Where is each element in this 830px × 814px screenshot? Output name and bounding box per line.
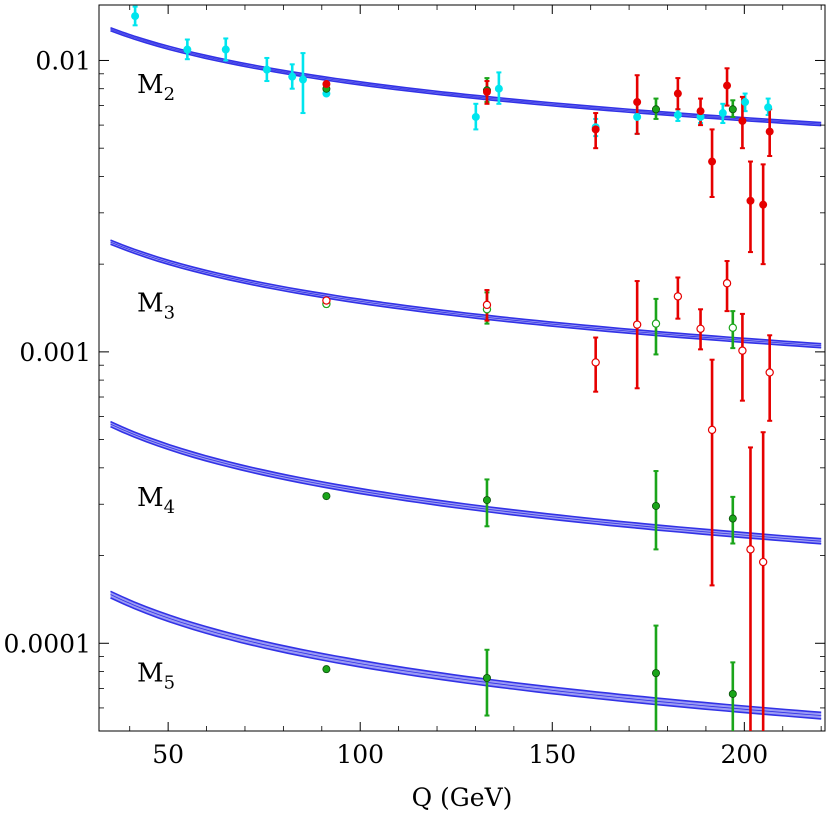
point-cyan-4 [288,72,297,81]
x-axis-title: Q (GeV) [412,783,513,812]
point-cyan-14 [741,98,750,107]
label-m5-subscript: 5 [164,672,175,693]
point-m3-red-2 [591,358,600,367]
band-upper-m5 [110,590,822,714]
point-m3-green-2 [651,319,661,328]
point-m4-green-0 [322,492,331,501]
point-cyan-11 [673,110,682,119]
y-tick-label-2: 0.0001 [4,629,91,658]
point-m3-red-4 [673,292,683,301]
point-m2-red-2 [591,125,600,134]
point-m2-red-1 [482,87,491,96]
point-cyan-10 [633,112,642,121]
point-m5-green-1 [482,674,491,683]
point-m2-red-10 [759,200,768,209]
point-m5-green-0 [322,665,331,674]
point-m2-green-2 [651,105,660,114]
point-m2-red-5 [696,107,705,116]
point-m3-red-3 [632,320,642,329]
point-m3-red-1 [482,300,492,310]
band-center-m5 [110,594,822,716]
y-tick-label-0: 0.01 [35,46,91,75]
data-points [131,12,774,698]
point-m2-red-3 [633,98,642,107]
point-m4-green-1 [482,496,491,505]
band-center-m4 [110,423,822,542]
band-upper-m3 [110,239,822,345]
point-m2-red-8 [738,116,747,125]
label-m4-subscript: 4 [164,497,175,518]
point-m3-red-0 [322,296,331,305]
x-axis-ticks: 50 100 150 200 [129,5,822,769]
point-m2-green-3 [728,105,737,114]
point-cyan-15 [764,103,773,112]
theory-bands [110,26,822,720]
band-upper-m4 [110,420,822,540]
point-cyan-5 [298,75,307,84]
point-m3-red-11 [765,368,774,377]
point-m3-red-9 [746,545,755,554]
point-cyan-0 [131,12,140,21]
band-lower-m5 [110,597,822,720]
point-m2-red-0 [322,80,331,89]
point-m3-red-5 [696,324,705,333]
x-tick-label-50: 50 [152,740,184,769]
point-cyan-13 [718,109,727,118]
point-m3-red-8 [738,346,747,355]
point-m4-green-3 [728,514,737,523]
band-center-m3 [110,241,822,347]
point-m4-green-2 [651,501,660,510]
point-m2-red-4 [673,89,682,98]
label-m2-subscript: 2 [164,84,175,105]
plot-frame [98,4,826,732]
point-m2-red-11 [765,127,774,136]
band-lower-m3 [110,243,822,349]
x-tick-label-150: 150 [528,740,576,769]
point-m5-green-2 [651,669,660,678]
x-tick-label-100: 100 [336,740,384,769]
point-m2-red-7 [723,81,732,90]
point-cyan-8 [494,84,503,93]
point-m2-red-9 [746,196,755,205]
point-m3-green-3 [728,323,738,332]
point-m3-red-6 [707,425,717,435]
band-lower-m4 [110,425,822,545]
point-m2-red-6 [708,157,717,166]
point-m5-green-3 [728,689,737,698]
point-m3-red-10 [758,557,768,567]
y-tick-label-1: 0.001 [19,338,91,367]
point-m3-red-7 [722,279,732,288]
y-axis-ticks: 0.01 0.001 0.0001 [4,46,825,732]
point-cyan-1 [183,45,192,54]
x-tick-label-200: 200 [720,740,768,769]
point-cyan-3 [262,65,271,74]
point-cyan-2 [221,45,230,54]
label-m3-subscript: 3 [164,302,175,323]
point-cyan-7 [471,112,480,121]
